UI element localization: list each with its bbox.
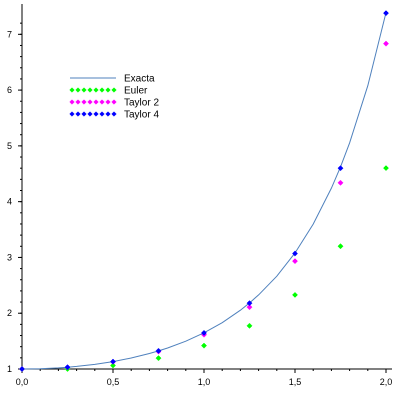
y-tick-label: 4 — [7, 197, 12, 207]
legend-swatch-taylor-2 — [105, 99, 111, 105]
legend-swatch-taylor-2 — [111, 99, 117, 105]
legend-swatch-taylor-2 — [93, 99, 99, 105]
legend-swatch-taylor-4 — [111, 111, 117, 117]
data-point-euler — [155, 355, 162, 362]
legend-swatch-taylor-4 — [81, 111, 87, 117]
legend-swatch-euler — [87, 87, 93, 93]
data-point-euler — [383, 165, 389, 172]
x-tick-label: 0,5 — [107, 377, 120, 387]
data-point-taylor-4 — [64, 364, 71, 371]
data-point-taylor-4 — [110, 358, 116, 365]
legend-swatch-taylor-2 — [81, 99, 87, 105]
data-point-taylor-4 — [201, 329, 207, 336]
legend-swatch-euler — [111, 87, 117, 93]
data-point-euler — [246, 322, 253, 329]
y-tick-label: 2 — [7, 308, 12, 318]
legend-label-taylor-2: Taylor 2 — [124, 98, 159, 109]
data-point-taylor-4 — [337, 165, 344, 172]
x-tick-label: 2,0 — [380, 377, 393, 387]
data-point-euler — [292, 291, 298, 298]
x-tick-labels: 0,0 0,5 1,0 1,5 2,0 — [16, 377, 393, 387]
data-point-taylor-4 — [292, 250, 298, 257]
data-point-euler — [337, 243, 344, 250]
series-line-exacta — [21, 12, 387, 370]
y-tick-label: 6 — [7, 85, 12, 95]
legend-label-exacta: Exacta — [124, 74, 155, 85]
series-layer — [19, 10, 389, 372]
x-tick-label: 1,0 — [198, 377, 211, 387]
legend-label-euler: Euler — [124, 86, 148, 97]
data-point-euler — [201, 342, 207, 349]
legend-label-taylor-4: Taylor 4 — [124, 110, 159, 121]
legend-swatch-taylor-2 — [99, 99, 105, 105]
axes — [18, 4, 392, 373]
legend-swatch-taylor-4 — [69, 111, 75, 117]
data-point-taylor-2 — [383, 40, 389, 47]
data-point-taylor-4 — [246, 300, 253, 307]
x-tick-label: 0,0 — [16, 377, 29, 387]
data-point-taylor-2 — [246, 304, 253, 311]
y-tick-label: 3 — [7, 252, 12, 262]
legend-swatch-taylor-4 — [75, 111, 81, 117]
legend-swatch-taylor-4 — [99, 111, 105, 117]
data-point-taylor-4 — [19, 366, 25, 372]
data-point-taylor-2 — [292, 258, 298, 265]
legend-swatch-euler — [99, 87, 105, 93]
legend-swatch-taylor-4 — [93, 111, 99, 117]
y-tick-label: 5 — [7, 141, 12, 151]
legend-swatch-taylor-4 — [87, 111, 93, 117]
legend-swatch-euler — [93, 87, 99, 93]
legend-swatch-euler — [105, 87, 111, 93]
x-tick-label: 1,5 — [289, 377, 302, 387]
data-point-taylor-2 — [337, 179, 344, 186]
legend-swatch-taylor-2 — [69, 99, 75, 105]
legend-swatch-euler — [81, 87, 87, 93]
y-tick-label: 1 — [7, 364, 12, 374]
data-point-taylor-4 — [155, 347, 162, 354]
data-point-taylor-4 — [383, 10, 389, 17]
legend-swatch-taylor-2 — [87, 99, 93, 105]
legend-swatch-taylor-4 — [105, 111, 111, 117]
legend-swatch-euler — [75, 87, 81, 93]
data-point-euler — [110, 362, 116, 369]
y-tick-labels: 1 2 3 4 5 6 7 — [7, 29, 12, 374]
legend-swatch-euler — [69, 87, 75, 93]
y-tick-label: 7 — [7, 29, 12, 39]
legend-swatch-taylor-2 — [75, 99, 81, 105]
